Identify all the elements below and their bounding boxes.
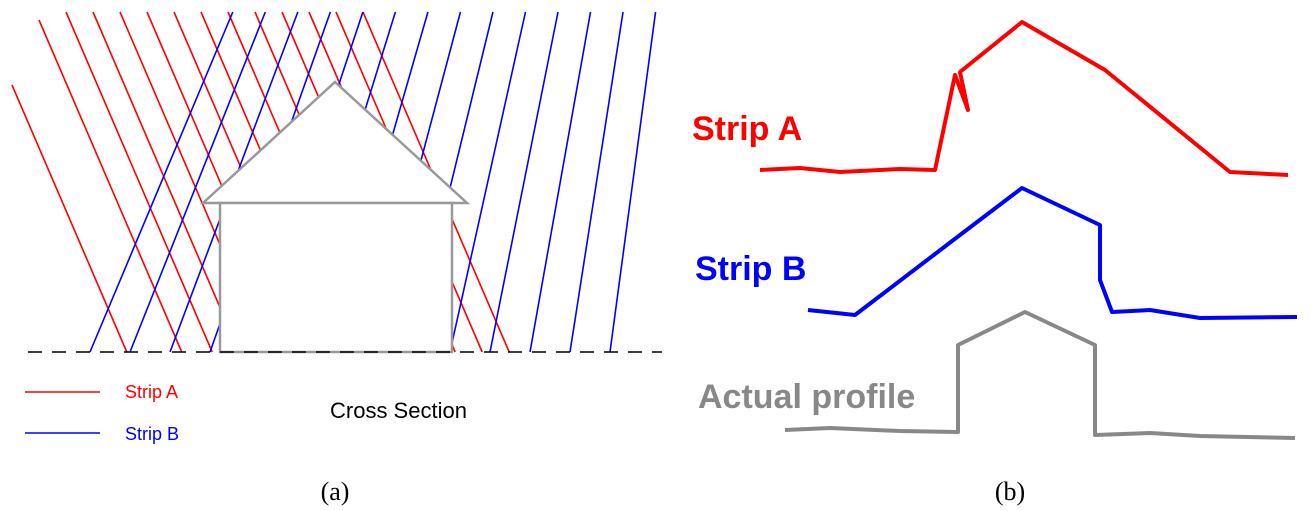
profile-line: [785, 312, 1295, 438]
house-body: [220, 203, 452, 352]
scan-line: [490, 12, 558, 352]
profile-line: [760, 22, 1288, 175]
roof: [203, 82, 467, 203]
scan-line: [570, 12, 623, 352]
profile-line: [808, 188, 1297, 318]
profile-label: Strip B: [695, 250, 806, 288]
figure: Strip A Strip B Cross Section (a) Strip …: [0, 0, 1311, 511]
profile-label: Actual profile: [698, 378, 915, 416]
scan-line: [12, 85, 127, 352]
caption: (a): [321, 477, 350, 506]
caption: (b): [995, 477, 1025, 506]
panel-label: Cross Section: [330, 398, 467, 423]
legend-label: Strip B: [125, 424, 179, 444]
scan-line: [610, 12, 656, 352]
page: {"panels": [ {"caption": "(a)", "legend"…: [0, 0, 1311, 511]
scan-line: [90, 12, 233, 352]
legend-label: Strip A: [125, 382, 178, 402]
scan-line: [93, 12, 239, 352]
scan-line: [66, 12, 212, 352]
house: [203, 82, 467, 352]
scan-line: [530, 12, 591, 352]
profile-label: Strip A: [692, 110, 802, 148]
